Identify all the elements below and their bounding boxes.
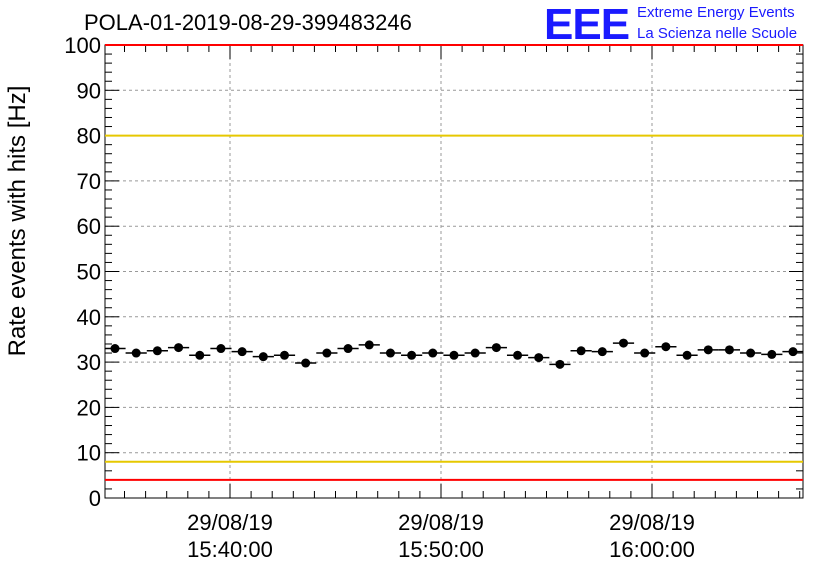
data-point xyxy=(343,344,353,354)
x-tick-date-label: 29/08/19 xyxy=(609,510,695,535)
logo-line-2: La Scienza nelle Scuole xyxy=(637,25,798,42)
data-point xyxy=(449,350,459,360)
y-tick-label: 90 xyxy=(77,78,101,103)
data-point xyxy=(619,338,628,348)
y-tick-label: 70 xyxy=(77,169,101,194)
data-point xyxy=(491,343,501,353)
data-point xyxy=(576,346,586,356)
data-point xyxy=(152,346,162,356)
data-point xyxy=(258,352,268,362)
data-point xyxy=(640,348,650,358)
data-point xyxy=(385,348,395,358)
y-tick-label: 0 xyxy=(89,486,101,511)
data-point xyxy=(407,350,417,360)
y-tick-label: 50 xyxy=(77,260,101,285)
data-point xyxy=(724,345,734,355)
y-tick-label: 100 xyxy=(64,33,101,58)
data-point xyxy=(428,348,438,358)
y-tick-label: 20 xyxy=(77,395,101,420)
x-tick-date-label: 29/08/19 xyxy=(187,510,273,535)
data-point xyxy=(110,344,120,354)
data-point xyxy=(280,350,289,360)
data-point xyxy=(237,347,247,357)
data-point xyxy=(534,353,544,363)
y-tick-label: 40 xyxy=(77,305,101,330)
x-tick-time-label: 16:00:00 xyxy=(609,537,695,562)
logo-line-1: Extreme Energy Events xyxy=(637,4,795,21)
data-point xyxy=(682,350,692,360)
x-tick-time-label: 15:40:00 xyxy=(187,537,273,562)
x-tick-date-label: 29/08/19 xyxy=(398,510,484,535)
y-tick-label: 10 xyxy=(77,441,101,466)
data-point xyxy=(322,348,332,358)
data-point xyxy=(131,348,141,358)
x-tick-time-label: 15:50:00 xyxy=(398,537,484,562)
data-point xyxy=(788,347,798,357)
y-tick-label: 80 xyxy=(77,124,101,149)
data-point xyxy=(703,345,713,355)
data-point xyxy=(767,349,777,359)
data-point xyxy=(555,359,565,369)
data-point xyxy=(174,343,184,353)
chart-title: POLA-01-2019-08-29-399483246 xyxy=(84,10,412,35)
data-point xyxy=(597,347,607,357)
data-point xyxy=(301,358,311,368)
y-axis-label: Rate events with hits [Hz] xyxy=(4,85,31,357)
eee-logo: EEE xyxy=(544,0,630,49)
data-point xyxy=(470,348,480,358)
data-point xyxy=(195,350,205,360)
y-tick-label: 30 xyxy=(77,350,101,375)
y-tick-label: 60 xyxy=(77,214,101,239)
data-point xyxy=(661,342,671,352)
data-point xyxy=(364,340,374,350)
data-point xyxy=(216,344,226,354)
data-point xyxy=(746,348,756,358)
data-point xyxy=(513,350,523,360)
